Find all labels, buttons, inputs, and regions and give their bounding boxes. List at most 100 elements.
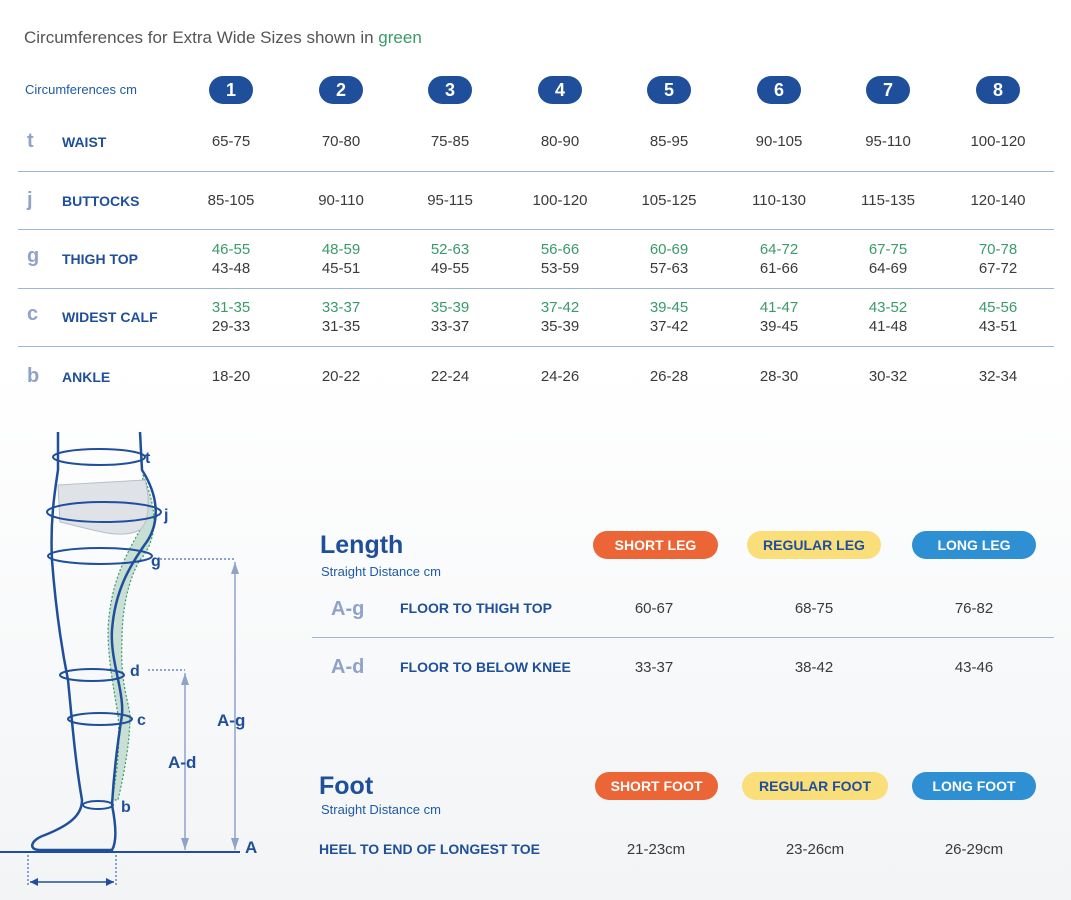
standard-value: 49-55 [430, 260, 470, 277]
extra-wide-value: 39-45 [649, 299, 689, 316]
table-cell: 28-30 [724, 367, 834, 386]
leg-diagram: t j g d c b A A-g A-d [0, 431, 257, 886]
extra-wide-value: 56-66 [540, 241, 580, 258]
length-row-letter: A-g [331, 598, 365, 620]
length-subtitle: Straight Distance cm [321, 564, 441, 579]
length-row-name: FLOOR TO THIGH TOP [400, 600, 552, 616]
table-cell: 110-130 [724, 191, 834, 210]
length-value: 38-42 [794, 659, 834, 676]
table-cell: 18-20 [176, 367, 286, 386]
length-value: 76-82 [954, 600, 994, 617]
length-row-name: FLOOR TO BELOW KNEE [400, 659, 571, 675]
standard-value: 32-34 [978, 368, 1018, 385]
row-divider [18, 171, 1054, 172]
table-cell: 35-39 33-37 [395, 298, 505, 336]
row-name: WIDEST CALF [62, 309, 158, 325]
size-badge: 7 [866, 76, 910, 104]
diagram-label-a-g: A-g [217, 711, 245, 730]
length-row-letter: A-d [331, 656, 365, 678]
standard-value: 33-37 [430, 318, 470, 335]
table-cell: 65-75 [176, 132, 286, 151]
standard-value: 35-39 [540, 318, 580, 335]
table-cell: 95-110 [833, 132, 943, 151]
extra-wide-value: 64-72 [759, 241, 799, 258]
standard-value: 100-120 [970, 133, 1026, 150]
standard-value: 90-105 [755, 133, 803, 150]
row-name: THIGH TOP [62, 251, 138, 267]
pill-long-leg: LONG LEG [912, 531, 1036, 559]
size-badge: 5 [647, 76, 691, 104]
extra-wide-value: 70-78 [978, 241, 1018, 258]
table-cell: 100-120 [505, 191, 615, 210]
standard-value: 65-75 [211, 133, 251, 150]
table-cell: 90-110 [286, 191, 396, 210]
table-cell: 39-45 37-42 [614, 298, 724, 336]
standard-value: 115-135 [861, 192, 915, 209]
table-cell: 52-63 49-55 [395, 240, 505, 278]
extra-wide-value: 60-69 [649, 241, 689, 258]
foot-row-name: HEEL TO END OF LONGEST TOE [319, 841, 540, 857]
table-cell: 85-95 [614, 132, 724, 151]
standard-value: 105-125 [641, 192, 697, 209]
table-cell: 75-85 [395, 132, 505, 151]
extra-wide-value: 33-37 [321, 299, 361, 316]
standard-value: 110-130 [752, 192, 806, 209]
extra-wide-value: 52-63 [430, 241, 470, 258]
table-cell: 90-105 [724, 132, 834, 151]
standard-value: 22-24 [430, 368, 470, 385]
standard-value: 24-26 [540, 368, 580, 385]
foot-value: 26-29cm [944, 841, 1004, 858]
standard-value: 85-95 [649, 133, 689, 150]
table-cell: 41-47 39-45 [724, 298, 834, 336]
table-cell: 115-135 [833, 191, 943, 210]
table-cell: 26-28 [614, 367, 724, 386]
row-letter: b [27, 365, 40, 387]
length-value: 43-46 [954, 659, 994, 676]
extra-wide-value: 37-42 [540, 299, 580, 316]
table-cell: 95-115 [395, 191, 505, 210]
standard-value: 43-48 [211, 260, 251, 277]
foot-value: 23-26cm [785, 841, 845, 858]
diagram-label-g: g [151, 553, 161, 570]
thigh-shading [107, 474, 155, 801]
standard-value: 95-115 [427, 192, 473, 209]
table-cell: 85-105 [176, 191, 286, 210]
standard-value: 28-30 [759, 368, 799, 385]
table-cell: 30-32 [833, 367, 943, 386]
diagram-label-a-d: A-d [168, 753, 196, 772]
standard-value: 90-110 [318, 192, 364, 209]
row-divider [18, 346, 1054, 347]
row-name: ANKLE [62, 369, 111, 385]
standard-value: 41-48 [868, 318, 908, 335]
extra-wide-value: 45-56 [978, 299, 1018, 316]
standard-value: 80-90 [540, 133, 580, 150]
diagram-label-a: A [245, 838, 257, 857]
band-c [67, 712, 133, 726]
diagram-label-b: b [121, 799, 131, 816]
intro-green-word: green [378, 28, 422, 47]
standard-value: 30-32 [868, 368, 908, 385]
intro-text: Circumferences for Extra Wide Sizes show… [24, 28, 422, 47]
extra-wide-value: 41-47 [759, 299, 799, 316]
table-cell: 64-72 61-66 [724, 240, 834, 278]
standard-value: 75-85 [430, 133, 470, 150]
foot-title: Foot [319, 772, 374, 800]
row-letter: t [27, 130, 34, 152]
standard-value: 31-35 [321, 318, 361, 335]
table-cell: 32-34 [943, 367, 1053, 386]
standard-value: 29-33 [211, 318, 251, 335]
diagram-label-t: t [145, 450, 151, 467]
standard-value: 120-140 [970, 192, 1026, 209]
row-letter: j [27, 189, 33, 211]
size-badge: 6 [757, 76, 801, 104]
table-cell: 67-75 64-69 [833, 240, 943, 278]
table-cell: 100-120 [943, 132, 1053, 151]
standard-value: 100-120 [532, 192, 588, 209]
standard-value: 64-69 [868, 260, 908, 277]
diagram-label-d: d [130, 663, 140, 680]
standard-value: 85-105 [207, 192, 255, 209]
pill-regular-leg: REGULAR LEG [747, 531, 881, 559]
row-letter: c [27, 303, 39, 325]
size-badge: 3 [428, 76, 472, 104]
